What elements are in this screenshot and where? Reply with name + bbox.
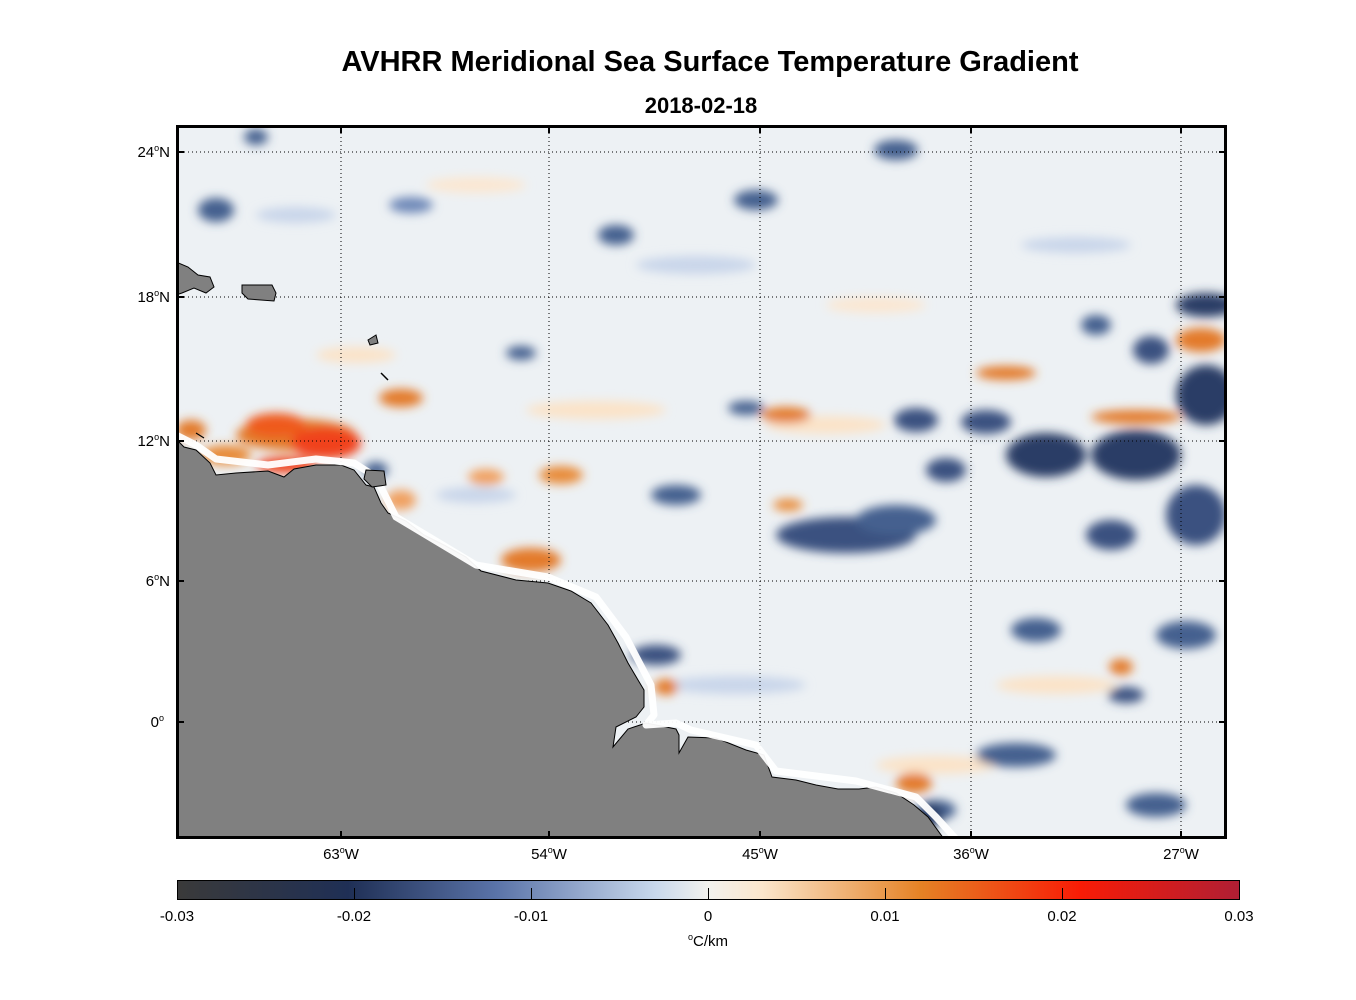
colorbar-tick [885, 888, 886, 899]
gradient-field [176, 129, 1227, 827]
colorbar-label: 0 [703, 908, 713, 925]
coastal-gap [176, 431, 959, 839]
lat-label-12n: 12oN [137, 432, 170, 450]
colorbar-label: -0.03 [159, 908, 195, 925]
colorbar-unit: oC/km [687, 932, 728, 950]
map-title: AVHRR Meridional Sea Surface Temperature… [341, 46, 1079, 78]
colorbar-tick [708, 888, 709, 899]
colorbar-label: -0.02 [336, 908, 372, 925]
map-frame-border [176, 125, 1227, 839]
land-trinidad [363, 469, 387, 488]
land-small-island [367, 334, 379, 346]
colorbar-label: -0.01 [513, 908, 549, 925]
lon-label-63w: 63oW [323, 845, 359, 863]
land-south-america [176, 438, 945, 839]
colorbar-tick [531, 888, 532, 899]
map-area [176, 125, 1227, 839]
lon-label-36w: 36oW [953, 845, 989, 863]
lat-label-18n: 18oN [137, 288, 170, 306]
lat-label-0: 0o [150, 713, 164, 731]
tick-marks [176, 125, 1227, 839]
land-islet [380, 372, 389, 381]
colorbar-tick [1062, 888, 1063, 899]
colorbar-tick [354, 888, 355, 899]
colorbar-tick [177, 888, 178, 899]
colorbar-label: 0.01 [870, 908, 900, 925]
land-islet-2 [195, 432, 205, 439]
colorbar-label: 0.03 [1224, 908, 1254, 925]
map-svg [176, 125, 1227, 839]
land-island-east [241, 284, 277, 302]
lon-label-45w: 45oW [742, 845, 778, 863]
lat-label-24n: 24oN [137, 143, 170, 161]
map-subtitle: 2018-02-18 [644, 93, 758, 118]
colorbar-tick [1239, 888, 1240, 899]
lon-label-27w: 27oW [1163, 845, 1199, 863]
lon-label-54w: 54oW [531, 845, 567, 863]
lat-label-6n: 6oN [145, 572, 170, 590]
colorbar-label: 0.02 [1047, 908, 1077, 925]
